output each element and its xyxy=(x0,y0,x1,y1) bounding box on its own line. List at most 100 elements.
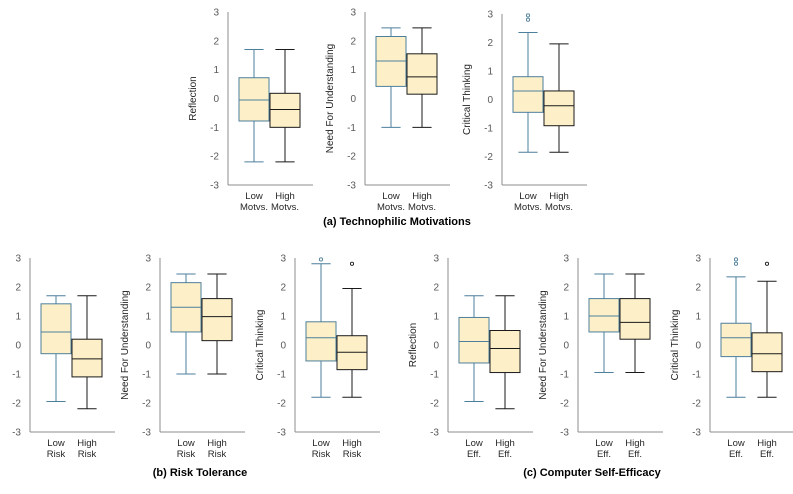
high-outlier-point xyxy=(764,261,770,266)
low-box xyxy=(238,77,270,122)
y-tick-label: -3 xyxy=(277,428,286,439)
y-tick-label: -3 xyxy=(12,428,21,439)
high-category-label: Motvs. xyxy=(408,202,436,213)
y-tick-label: 3 xyxy=(15,254,21,265)
y-tick-label: 0 xyxy=(15,341,21,352)
caption-computer-self-efficacy: (c) Computer Self-Efficacy xyxy=(523,467,661,479)
y-tick-label: -2 xyxy=(142,399,151,410)
y-tick-label: 0 xyxy=(280,341,286,352)
caption-risk-tolerance: (b) Risk Tolerance xyxy=(153,467,248,479)
low-box xyxy=(512,76,544,113)
y-tick-label: -1 xyxy=(12,370,21,381)
low-outlier-point xyxy=(525,13,531,18)
y-tick-label: -1 xyxy=(347,123,356,134)
low-box xyxy=(40,303,72,355)
y-tick-label: 3 xyxy=(145,254,151,265)
low-category-label: Low xyxy=(177,438,195,449)
y-tick-label: -3 xyxy=(142,428,151,439)
high-box xyxy=(751,332,783,373)
y-axis-label: Need For Understanding xyxy=(325,44,336,154)
y-tick-label: -2 xyxy=(430,399,439,410)
low-category-label: Motvs. xyxy=(240,202,268,213)
y-tick-label: -3 xyxy=(430,428,439,439)
low-category-label: Low xyxy=(519,191,537,202)
y-axis-label: Need For Understanding xyxy=(538,290,549,400)
low-category-label: Low xyxy=(727,438,745,449)
y-tick-label: -1 xyxy=(277,370,286,381)
high-category-label: Eff. xyxy=(760,449,774,460)
low-box xyxy=(458,316,490,364)
y-tick-label: -2 xyxy=(210,152,219,163)
high-category-label: High xyxy=(77,438,97,449)
y-tick-label: 0 xyxy=(695,341,701,352)
y-tick-label: 2 xyxy=(145,283,151,294)
high-category-label: High xyxy=(495,438,515,449)
y-tick-label: -1 xyxy=(142,370,151,381)
y-tick-label: 3 xyxy=(563,254,569,265)
y-tick-label: 0 xyxy=(487,95,493,106)
y-tick-label: 3 xyxy=(350,8,356,19)
y-axis-label: Critical Thinking xyxy=(670,310,681,381)
y-tick-label: 2 xyxy=(280,283,286,294)
y-tick-label: 2 xyxy=(695,283,701,294)
y-axis-label: Reflection xyxy=(0,323,1,367)
high-category-label: High xyxy=(757,438,777,449)
high-category-label: High xyxy=(207,438,227,449)
low-category-label: Motvs. xyxy=(514,202,542,213)
y-tick-label: -2 xyxy=(277,399,286,410)
low-category-label: Risk xyxy=(312,449,331,460)
y-tick-label: -3 xyxy=(347,181,356,192)
low-category-label: Low xyxy=(245,191,263,202)
y-axis-label: Critical Thinking xyxy=(462,64,473,135)
low-outlier-point xyxy=(733,261,739,266)
low-category-label: Low xyxy=(465,438,483,449)
y-tick-label: 1 xyxy=(145,312,151,323)
y-tick-label: 2 xyxy=(563,283,569,294)
y-tick-label: -1 xyxy=(430,370,439,381)
high-category-label: High xyxy=(275,191,295,202)
low-category-label: Low xyxy=(47,438,65,449)
y-tick-label: 0 xyxy=(350,94,356,105)
high-category-label: Risk xyxy=(78,449,97,460)
high-category-label: Eff. xyxy=(628,449,642,460)
high-box xyxy=(543,90,575,127)
low-category-label: Risk xyxy=(177,449,196,460)
y-tick-label: -3 xyxy=(560,428,569,439)
y-tick-label: 1 xyxy=(487,67,493,78)
y-axis-label: Reflection xyxy=(188,76,199,120)
y-tick-label: -1 xyxy=(560,370,569,381)
y-tick-label: -3 xyxy=(692,428,701,439)
high-category-label: Motvs. xyxy=(545,202,573,213)
y-tick-label: 1 xyxy=(15,312,21,323)
y-tick-label: -2 xyxy=(484,152,493,163)
y-tick-label: 3 xyxy=(695,254,701,265)
y-tick-label: -2 xyxy=(347,152,356,163)
y-tick-label: 1 xyxy=(695,312,701,323)
low-category-label: Eff. xyxy=(597,449,611,460)
y-tick-label: -1 xyxy=(484,124,493,135)
y-axis-label: Need For Understanding xyxy=(120,290,131,400)
y-tick-label: 2 xyxy=(213,36,219,47)
low-category-label: Eff. xyxy=(467,449,481,460)
high-category-label: Eff. xyxy=(498,449,512,460)
high-category-label: Risk xyxy=(343,449,362,460)
low-category-label: Eff. xyxy=(729,449,743,460)
low-box xyxy=(720,322,752,358)
y-tick-label: 0 xyxy=(145,341,151,352)
low-outlier-point xyxy=(525,17,531,22)
y-tick-label: 1 xyxy=(350,65,356,76)
low-category-label: Low xyxy=(595,438,613,449)
high-category-label: High xyxy=(412,191,432,202)
y-tick-label: 2 xyxy=(487,38,493,49)
low-outlier-point xyxy=(318,257,324,262)
high-category-label: Motvs. xyxy=(271,202,299,213)
low-category-label: Motvs. xyxy=(377,202,405,213)
y-tick-label: 2 xyxy=(433,283,439,294)
